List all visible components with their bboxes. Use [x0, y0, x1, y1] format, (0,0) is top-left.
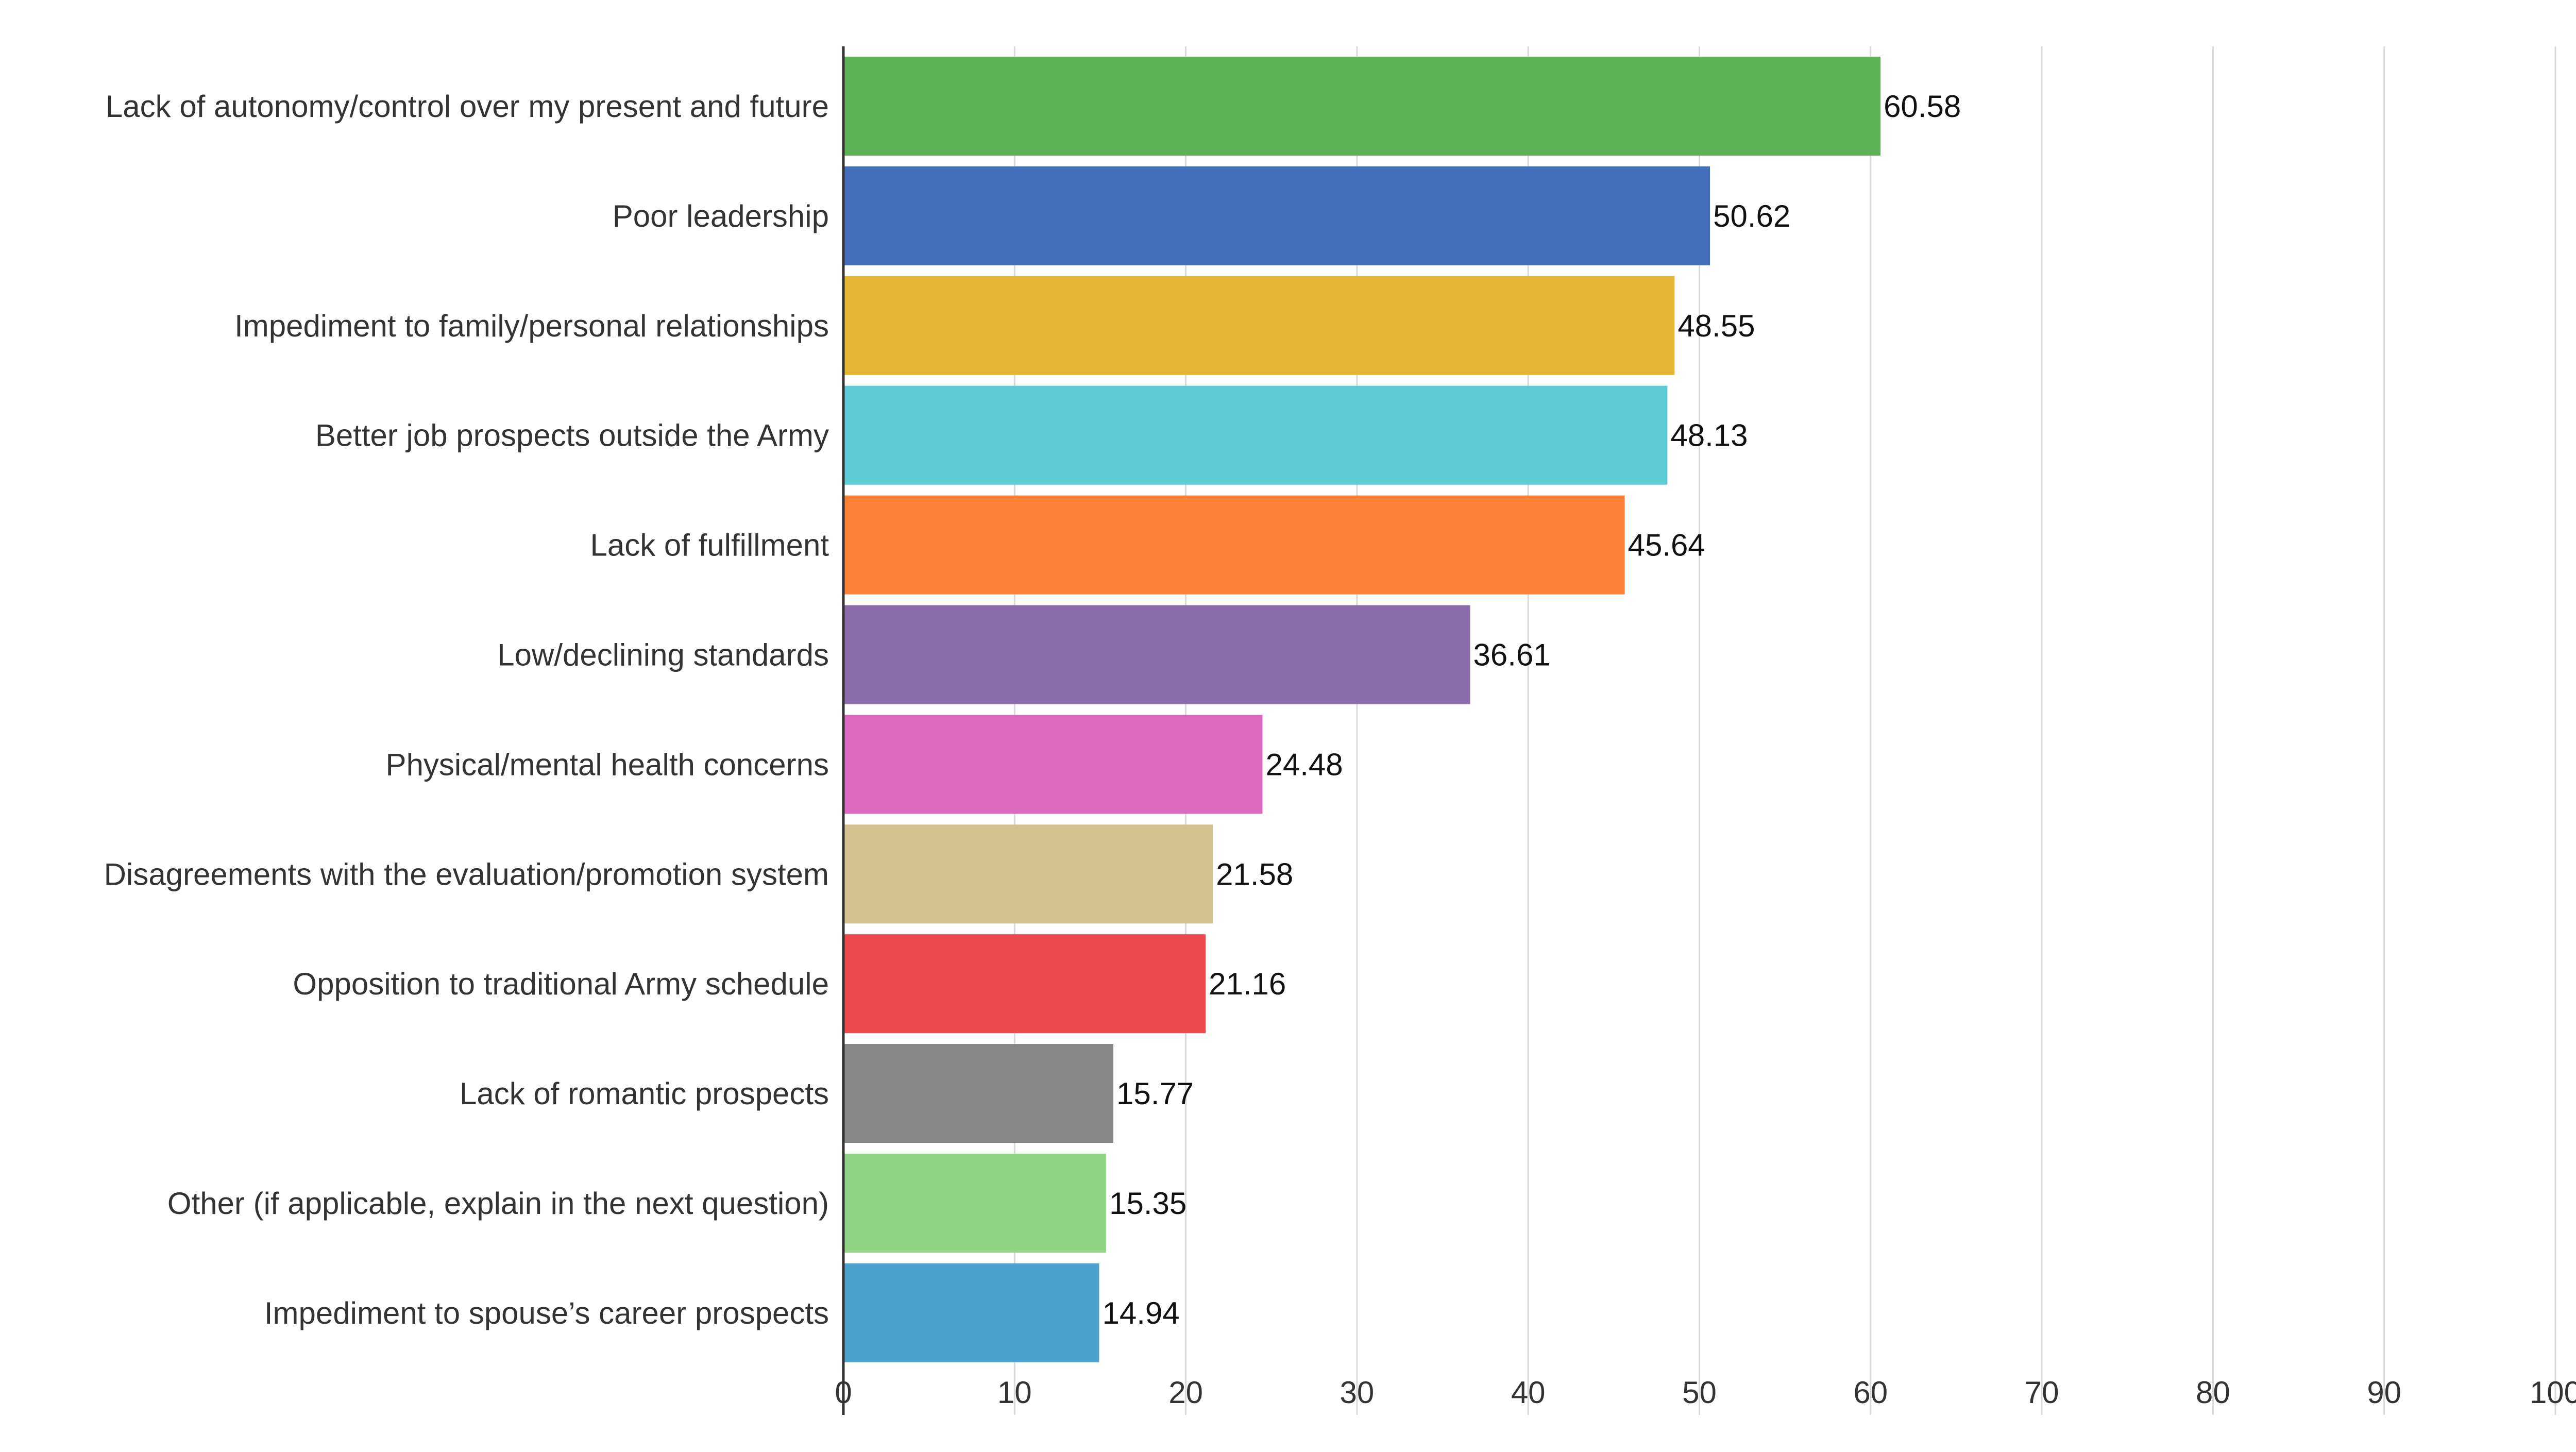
- x-tick-label: 80: [2196, 1375, 2230, 1410]
- bar: [843, 495, 1625, 595]
- category-label: Lack of romantic prospects: [460, 1076, 829, 1111]
- category-label: Impediment to spouse’s career prospects: [264, 1296, 829, 1330]
- bar: [843, 715, 1263, 814]
- data-label: 50.62: [1713, 199, 1790, 233]
- data-label: 14.94: [1102, 1296, 1179, 1330]
- category-labels: Lack of autonomy/control over my present…: [104, 89, 829, 1330]
- category-label: Lack of autonomy/control over my present…: [106, 89, 829, 124]
- category-label: Better job prospects outside the Army: [315, 418, 829, 453]
- x-axis-ticks: 0102030405060708090100: [835, 1375, 2576, 1410]
- x-tick-label: 20: [1168, 1375, 1203, 1410]
- bars: [843, 57, 1881, 1362]
- x-tick-label: 40: [1511, 1375, 1546, 1410]
- x-tick-label: 50: [1682, 1375, 1717, 1410]
- x-tick-label: 60: [1853, 1375, 1888, 1410]
- data-label: 24.48: [1265, 747, 1343, 782]
- x-tick-label: 70: [2025, 1375, 2059, 1410]
- bar: [843, 57, 1881, 156]
- x-tick-label: 100: [2530, 1375, 2576, 1410]
- gridlines: [1013, 46, 2556, 1415]
- bar: [843, 824, 1213, 924]
- category-label: Opposition to traditional Army schedule: [293, 967, 829, 1001]
- data-label: 45.64: [1628, 528, 1705, 563]
- bar: [843, 1154, 1107, 1253]
- category-label: Poor leadership: [613, 199, 829, 233]
- bar: [843, 1044, 1114, 1143]
- bar: [843, 934, 1206, 1034]
- x-tick-label: 90: [2367, 1375, 2401, 1410]
- x-tick-label: 10: [997, 1375, 1032, 1410]
- category-label: Low/declining standards: [497, 638, 829, 672]
- data-label: 15.35: [1109, 1186, 1187, 1221]
- data-label: 15.77: [1116, 1076, 1194, 1111]
- data-label: 60.58: [1884, 89, 1961, 124]
- category-label: Lack of fulfillment: [590, 528, 829, 563]
- bar: [843, 385, 1668, 485]
- bar: [843, 276, 1675, 375]
- data-label: 21.16: [1209, 967, 1286, 1001]
- bar: [843, 605, 1470, 704]
- value-labels: 60.58 50.62 48.55 48.13 45.64 36.61 24.48 21.58…: [1102, 89, 1961, 1330]
- x-tick-label: 30: [1340, 1375, 1375, 1410]
- category-label: Other (if applicable, explain in the nex…: [167, 1186, 829, 1221]
- bar: [843, 166, 1710, 265]
- bar: [843, 1263, 1099, 1362]
- category-label: Physical/mental health concerns: [386, 747, 829, 782]
- category-label: Disagreements with the evaluation/promot…: [104, 857, 829, 891]
- data-label: 48.55: [1677, 309, 1755, 343]
- data-label: 21.58: [1216, 857, 1293, 891]
- data-label: 48.13: [1670, 418, 1748, 453]
- data-label: 36.61: [1473, 638, 1551, 672]
- category-label: Impediment to family/personal relationsh…: [234, 309, 829, 343]
